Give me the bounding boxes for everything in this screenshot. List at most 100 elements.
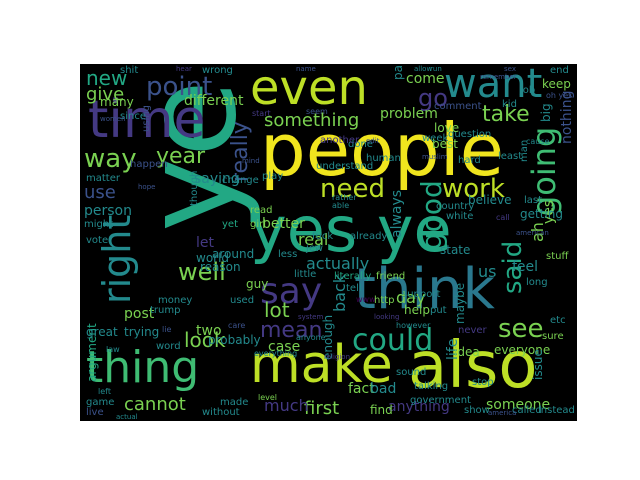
word-hope: hope xyxy=(138,183,156,191)
word-love: love xyxy=(434,121,460,135)
word-play: play xyxy=(262,171,284,182)
word-first: first xyxy=(304,398,340,419)
word-stuff: stuff xyxy=(546,251,569,262)
word-something: something xyxy=(264,110,360,131)
word-mean: mean xyxy=(260,318,323,343)
word-keep: keep xyxy=(542,77,571,91)
word-allow: allow xyxy=(414,65,433,73)
word-think: think xyxy=(354,257,495,322)
word-matter: matter xyxy=(86,173,120,184)
word-since: since xyxy=(120,111,146,122)
word-work: work xyxy=(442,174,505,204)
word-mind: mind xyxy=(242,157,260,165)
word-probably: probably xyxy=(208,333,261,347)
word-use: use xyxy=(84,182,116,203)
word-look: look xyxy=(184,328,226,352)
word-rather: rather xyxy=(332,193,357,202)
word-take: take xyxy=(482,102,530,127)
word-kid: kid xyxy=(502,99,517,110)
word-time: time xyxy=(88,90,206,150)
word-left: left xyxy=(98,387,111,396)
word-happen: happen xyxy=(130,159,168,170)
word-say: say xyxy=(260,271,323,312)
word-big: big xyxy=(539,103,553,122)
word-maybe: maybe xyxy=(453,282,467,324)
word-week: week xyxy=(422,133,449,144)
word-people: people xyxy=(260,108,505,192)
word-etc: etc xyxy=(550,315,566,326)
word-though: though xyxy=(189,170,200,206)
word-used: used xyxy=(230,295,255,306)
word-could: could xyxy=(352,323,434,358)
word-friend: friend xyxy=(376,271,406,282)
word-white: white xyxy=(446,211,474,222)
word-oh-yes: oh yes xyxy=(546,91,573,100)
word-actually: actually xyxy=(306,254,370,273)
word-much: much xyxy=(264,396,309,415)
word-great: great xyxy=(86,325,118,339)
word-best: best xyxy=(432,137,458,151)
word-jew: jew xyxy=(306,243,324,254)
word-remember: remember xyxy=(480,73,517,81)
word-getting: getting xyxy=(520,207,563,221)
word-never: never xyxy=(458,325,487,336)
word-want: want xyxy=(444,64,543,107)
word-us: us xyxy=(478,262,497,281)
word-better: better xyxy=(262,216,305,232)
word-question: question xyxy=(448,129,492,140)
word-country: country xyxy=(436,201,475,212)
word-vote: vote xyxy=(86,235,109,246)
word-game: game xyxy=(86,397,115,408)
word-word: word xyxy=(156,341,181,352)
word-called: called xyxy=(512,405,542,416)
word-point: point xyxy=(146,72,213,102)
word-find: find xyxy=(370,403,393,417)
word-many: many xyxy=(100,95,134,109)
word-someone: someone xyxy=(486,397,551,413)
word-end: end xyxy=(550,65,569,76)
word-show: show xyxy=(464,405,490,416)
word-sound: sound xyxy=(396,367,427,378)
word-believe: believe xyxy=(468,193,512,207)
word-sure: sure xyxy=(542,331,564,342)
word-new: new xyxy=(86,66,128,90)
word-instead: instead xyxy=(538,405,575,416)
word-well: well xyxy=(178,258,226,286)
word-lie: lie xyxy=(162,325,172,334)
word-day: day xyxy=(396,288,426,307)
word-case: case xyxy=(268,339,301,355)
word-saying: saying xyxy=(194,171,240,187)
word-everyone: everyone xyxy=(494,343,551,357)
word-muslim: muslim xyxy=(422,153,448,161)
word-yet: yet xyxy=(222,219,238,230)
word-person: person xyxy=(84,203,132,219)
word-call: call xyxy=(496,213,510,222)
word-trying: trying xyxy=(124,325,160,339)
word-www: www xyxy=(356,295,376,304)
word-seem: seem xyxy=(306,107,328,116)
word-real: real xyxy=(298,230,329,249)
word-might: might xyxy=(84,219,114,230)
word-come: come xyxy=(406,71,445,87)
word-looking: looking xyxy=(374,313,400,321)
word-care: care xyxy=(228,321,246,330)
word-feel: feel xyxy=(512,259,539,275)
word-understand: understand xyxy=(316,161,374,172)
word-able: able xyxy=(332,201,350,210)
word-another: another xyxy=(320,135,360,146)
word-less: less xyxy=(278,249,298,260)
word-actual: actual xyxy=(116,413,138,421)
word-human: human xyxy=(366,153,401,164)
word-make: make xyxy=(250,335,393,395)
word-also: also xyxy=(408,329,538,403)
word-fuck: fuck xyxy=(312,231,334,242)
word-trump: trump xyxy=(150,305,181,316)
word-cannot: cannot xyxy=(124,394,186,415)
word-literally: literally xyxy=(334,271,372,282)
word-post: post xyxy=(124,306,155,322)
word-different: different xyxy=(184,93,244,109)
word-american: american xyxy=(516,229,549,237)
word-issue: issue xyxy=(531,349,545,380)
word-everything: everything xyxy=(254,349,298,358)
word-sex: sex xyxy=(504,65,516,73)
